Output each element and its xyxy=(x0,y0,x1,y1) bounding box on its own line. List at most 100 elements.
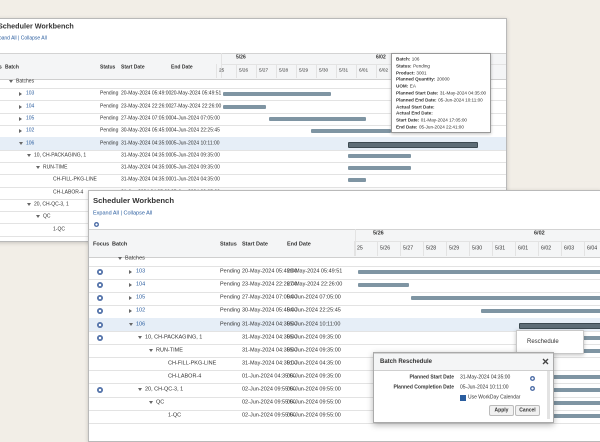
collapsed-arrow[interactable] xyxy=(129,296,132,301)
menu-item[interactable]: Reschedule xyxy=(527,339,559,345)
day-label: 5/29 xyxy=(449,245,460,252)
batch-name: CH-FILL-PKG-LINE xyxy=(53,176,97,183)
close-button[interactable] xyxy=(542,358,549,365)
gantt-bar xyxy=(348,141,478,148)
row-status: Pending xyxy=(220,281,241,288)
column-header: End Date xyxy=(171,64,193,70)
batch-tooltip: Batch: 106 Status: Pending Product: 3001 Plann… xyxy=(391,53,491,133)
collapsed-arrow[interactable] xyxy=(19,92,22,97)
row-divider xyxy=(0,161,506,163)
batch-name[interactable]: 102 xyxy=(26,127,35,134)
column-header: End Date xyxy=(287,240,311,247)
checkbox[interactable] xyxy=(460,395,466,401)
expanded-arrow[interactable] xyxy=(129,322,133,326)
batch-name[interactable]: 106 xyxy=(136,320,146,327)
focus-icon[interactable] xyxy=(97,387,103,393)
row-start: 27-May-2024 07:05:00 xyxy=(121,115,172,122)
column-header: Focus xyxy=(0,65,2,70)
day-label: 5/30 xyxy=(319,67,329,73)
column-header: Batch xyxy=(112,240,128,247)
row-end: 05-Jun-2024 10:11:00 xyxy=(287,320,341,327)
batch-name[interactable]: 103 xyxy=(26,90,35,97)
tooltip-value: EA xyxy=(409,83,416,89)
expand-collapse-links[interactable]: Expand All | Collapse All xyxy=(93,210,153,217)
expand-collapse-links[interactable]: Expand All | Collapse All xyxy=(0,35,47,42)
row-end: 05-Jun-2024 10:11:00 xyxy=(171,140,220,146)
collapsed-arrow[interactable] xyxy=(19,104,22,109)
row-divider xyxy=(89,331,600,333)
screen: { "back_window": { "title": "Scheduler W… xyxy=(0,18,600,442)
batch-name[interactable]: 103 xyxy=(136,268,146,275)
day-divider xyxy=(446,241,447,256)
focus-icon[interactable] xyxy=(97,321,103,328)
focus-icon[interactable] xyxy=(97,334,103,341)
tooltip-label: Batch: xyxy=(396,56,411,62)
batch-name[interactable]: 105 xyxy=(26,115,35,122)
window-title: Scheduler Workbench xyxy=(93,196,175,206)
expanded-arrow[interactable] xyxy=(9,80,13,83)
expanded-arrow[interactable] xyxy=(138,335,142,339)
expanded-arrow[interactable] xyxy=(118,257,122,260)
row-start: 20-May-2024 05:49:00 xyxy=(242,268,298,275)
expanded-arrow[interactable] xyxy=(138,388,142,391)
close-x xyxy=(542,358,549,365)
dialog-button[interactable]: Apply xyxy=(489,405,514,416)
tooltip-value: 01-May-2024 17:05:00 xyxy=(420,117,467,123)
column-header: Start Date xyxy=(242,240,268,247)
collapsed-arrow[interactable] xyxy=(19,116,22,121)
expanded-arrow[interactable] xyxy=(36,215,40,219)
batch-name: 10, CH-PACKAGING, 1 xyxy=(145,333,203,340)
focus-icon[interactable] xyxy=(97,295,103,302)
row-divider xyxy=(0,125,506,127)
expanded-arrow[interactable] xyxy=(149,401,153,405)
gantt-bar xyxy=(549,414,600,419)
row-start: 30-May-2024 05:45:00 xyxy=(242,307,298,314)
expanded-arrow[interactable] xyxy=(27,203,31,206)
expanded-arrow[interactable] xyxy=(19,141,23,145)
expanded-arrow[interactable] xyxy=(36,166,40,170)
expanded-arrow[interactable] xyxy=(27,153,31,157)
row-divider xyxy=(89,370,600,372)
field-value[interactable]: 05-Jun-2024 10:11:00 xyxy=(460,384,509,391)
focus-icon[interactable] xyxy=(97,282,103,289)
tooltip-label: Planned Start Date: xyxy=(396,90,439,96)
dialog-header xyxy=(374,353,553,371)
focus-icon[interactable] xyxy=(97,269,103,276)
gantt-bar xyxy=(519,322,600,329)
tooltip-value: 3001 xyxy=(416,70,427,76)
row-status: Pending xyxy=(100,103,119,110)
collapsed-arrow[interactable] xyxy=(129,309,132,314)
batch-name[interactable]: 102 xyxy=(136,307,146,314)
column-header: Status xyxy=(100,64,116,70)
row-start: 23-May-2024 22:26:00 xyxy=(121,103,172,110)
day-divider xyxy=(296,64,297,78)
collapsed-arrow[interactable] xyxy=(129,270,132,275)
focus-icon[interactable] xyxy=(97,308,103,315)
row-divider xyxy=(0,174,506,176)
row-start: 01-Jun-2024 04:35:00 xyxy=(242,373,296,380)
calendar-icon[interactable] xyxy=(530,385,535,391)
tooltip-value: 05-Jun-2024 22:41:00 xyxy=(418,124,464,130)
column-header: Start Date xyxy=(121,64,145,70)
row-status: Pending xyxy=(220,320,241,327)
collapsed-arrow[interactable] xyxy=(129,283,132,288)
row-divider xyxy=(89,422,600,424)
dialog-button[interactable]: Cancel xyxy=(515,405,540,416)
field-label: Planned Start Date xyxy=(409,374,454,381)
tooltip-label: Planned Quantity: xyxy=(396,77,436,83)
gantt-bar xyxy=(481,309,600,314)
collapsed-arrow[interactable] xyxy=(19,129,22,134)
day-divider xyxy=(316,64,317,78)
field-value[interactable]: 31-May-2024 04:35:00 xyxy=(460,374,511,381)
batch-name[interactable]: 105 xyxy=(136,294,146,301)
row-start: 02-Jun-2024 09:55:00 xyxy=(242,399,296,406)
calendar-icon[interactable] xyxy=(530,375,535,381)
batch-name[interactable]: 106 xyxy=(26,140,35,146)
row-end: 01-Jun-2024 04:35:00 xyxy=(287,360,341,367)
batch-name[interactable]: 104 xyxy=(26,103,35,110)
expanded-arrow[interactable] xyxy=(149,348,153,352)
batch-name: 1-QC xyxy=(168,412,182,419)
row-end: 04-Jun-2024 07:05:00 xyxy=(287,294,341,301)
row-start: 20-May-2024 05:49:00 xyxy=(121,90,172,97)
batch-name[interactable]: 104 xyxy=(136,281,146,288)
